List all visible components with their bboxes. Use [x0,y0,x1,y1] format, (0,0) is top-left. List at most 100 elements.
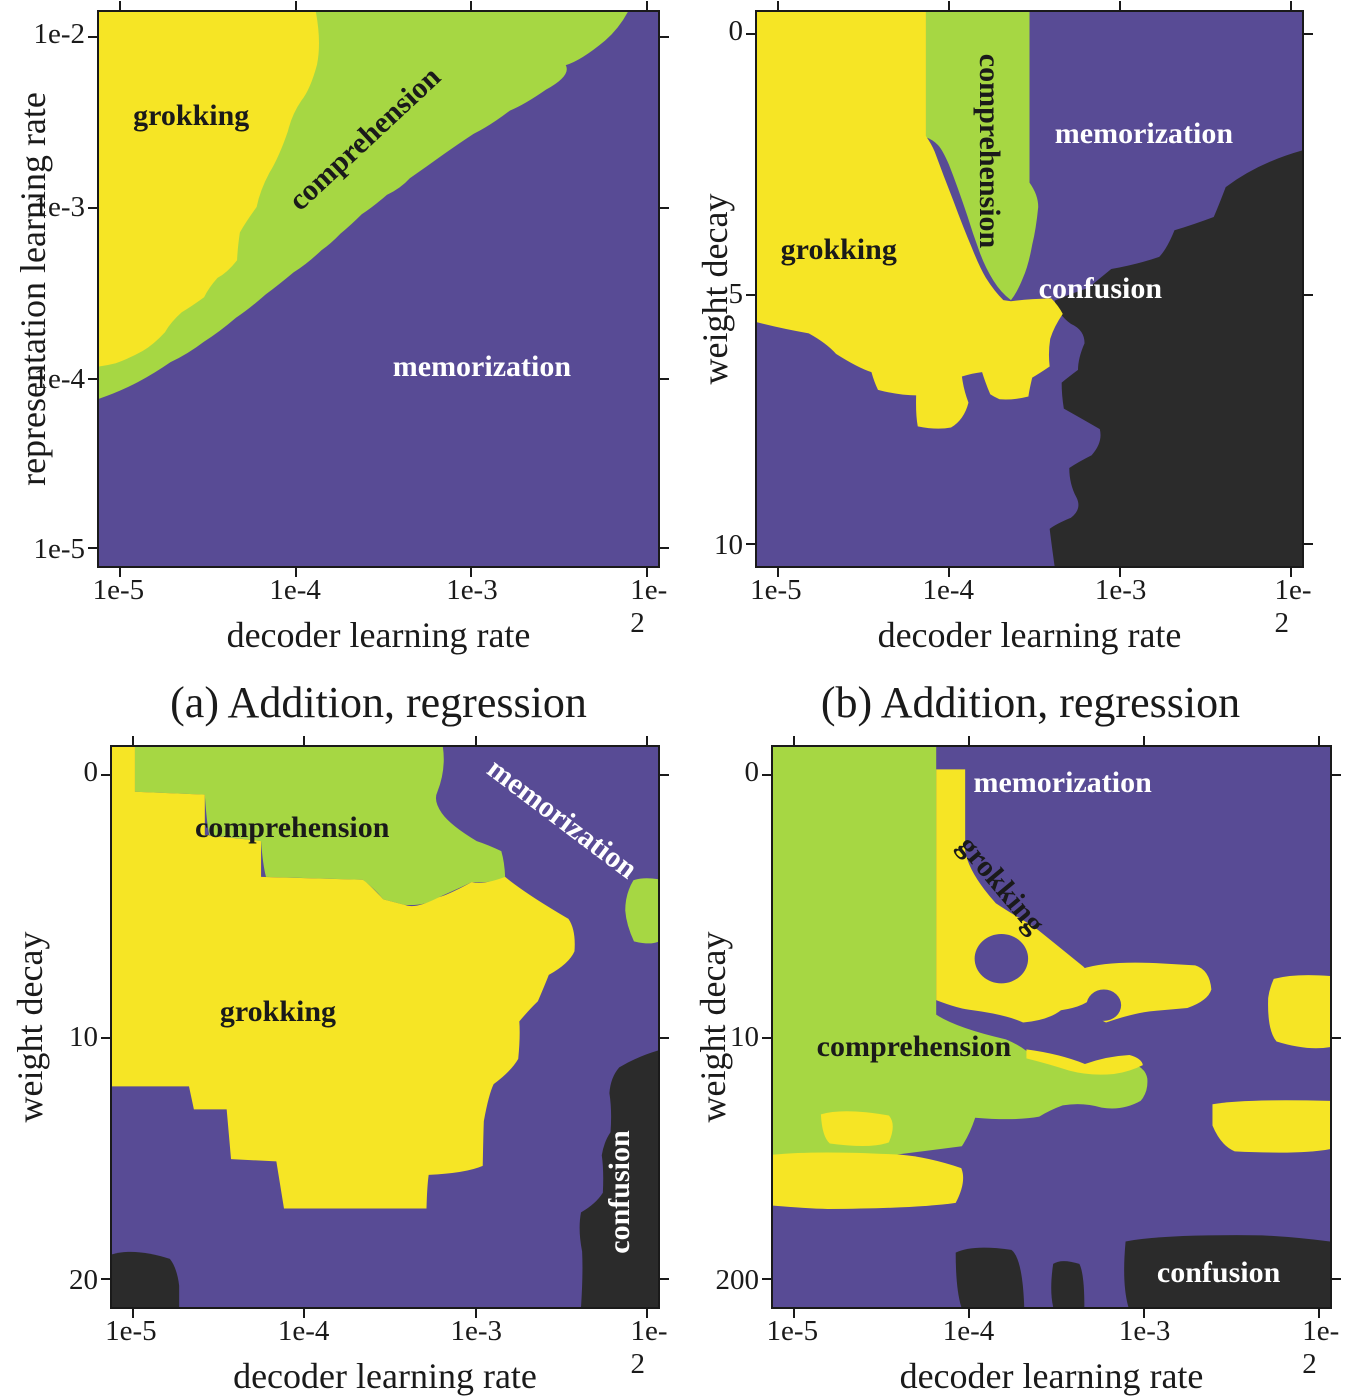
x-tick-mark [1142,1309,1145,1318]
x-tick-label: 1e-5 [105,1315,157,1347]
x-tick-label: 1e-5 [92,574,145,606]
x-tick-mark [776,1,779,10]
y-tick-mark [762,1037,771,1040]
x-tick-mark [968,736,971,745]
x-tick-mark [294,1,297,10]
x-tick-mark [646,736,649,745]
region-grokking-bottom-band [773,1152,964,1209]
y-tick-mark [1332,1278,1341,1280]
region-confusion-main [1124,1235,1330,1307]
plot-area-d: memorization grokking comprehension conf… [762,736,1341,1318]
y-tick-label: 10 [714,528,743,561]
phase-diagram-c [112,747,658,1307]
y-tick-mark [1304,542,1313,545]
x-tick-mark [645,1,648,10]
y-tick-mark [660,774,669,776]
x-tick-label: 1e-4 [277,1315,330,1347]
y-tick-mark [762,774,771,776]
region-grokking-right-blob [1268,975,1330,1049]
y-tick-mark [88,207,97,210]
y-tick-label: 0 [83,756,99,789]
x-tick-mark [1118,1,1121,10]
y-tick-mark [1332,774,1341,776]
y-tick-label: 1e-4 [33,362,85,395]
y-tick-mark [746,33,755,36]
x-tick-mark [776,568,779,577]
region-comprehension [134,747,506,906]
region-grokking-right-band [1212,1100,1330,1153]
region-grokking-left-bump [820,1111,893,1147]
x-tick-mark [1290,568,1293,577]
region-label-confusion: confusion [1156,1256,1281,1290]
region-comprehension-blob [625,878,658,944]
x-tick-mark [793,1309,796,1318]
region-label-comprehension: comprehension [972,53,1006,248]
x-tick-mark [294,568,297,577]
x-axis-tick-labels: 1e-5 1e-4 1e-3 1e-2 [767,1315,1340,1380]
y-tick-mark [746,542,755,545]
x-tick-mark [119,568,122,577]
y-tick-mark [746,293,755,296]
x-tick-mark [1290,1,1293,10]
x-tick-label: 1e-3 [1118,1315,1171,1347]
x-tick-label: 1e-3 [450,1315,503,1347]
x-tick-mark [470,1,473,10]
region-confusion-bottom-left [112,1251,180,1307]
panel-a: representation learning rate 1e-2 1e-3 1… [0,0,677,660]
region-grokking-lens [1026,1049,1143,1075]
x-tick-label: 1e-4 [922,574,974,606]
x-axis-label: decoder learning rate [226,615,531,655]
caption-a: (a) Addition, regression [170,678,587,727]
region-comprehension [773,747,1148,1189]
y-tick-mark [660,547,669,550]
panel-b: weight decay 0 5 10 comprehension memori… [677,0,1354,660]
panel-c: weight decay 0 10 20 comprehension memor… [0,736,677,1396]
y-tick-label: 1e-3 [33,190,85,223]
x-tick-mark [968,1309,971,1318]
x-tick-mark [1317,736,1320,745]
y-axis-tick-labels: 0 5 10 [677,10,743,568]
phase-diagram-d [773,747,1330,1307]
x-tick-label: 1e-5 [766,1315,819,1347]
y-tick-mark [660,1278,669,1280]
plot-area-a: grokking comprehension memorization [88,1,669,577]
x-tick-label: 1e-4 [269,574,321,606]
x-axis-label: decoder learning rate [899,1356,1204,1396]
region-label-comprehension: comprehension [816,1029,1012,1063]
region-grokking [112,747,575,1209]
x-axis-tick-labels: 1e-5 1e-4 1e-3 1e-2 [750,574,1311,639]
x-tick-label: 1e-5 [750,574,802,606]
y-tick-label: 1e-2 [33,17,85,50]
region-grokking [757,12,1063,429]
y-tick-mark [762,1278,771,1280]
y-tick-mark [1304,33,1313,36]
y-tick-label: 10 [69,1021,98,1054]
panel-d: weight decay 0 10 200 [677,736,1354,1396]
y-tick-label: 0 [744,756,760,789]
x-tick-mark [793,736,796,745]
y-tick-mark [88,547,97,550]
x-tick-mark [303,736,306,745]
region-confusion-blob-1 [955,1247,1025,1307]
region-memorization-hole-1 [974,934,1029,984]
plot-area-c: comprehension memorization grokking conf… [101,736,669,1318]
y-tick-label: 200 [715,1263,760,1296]
x-tick-mark [303,1309,306,1318]
region-label-grokking: grokking [133,99,250,133]
y-tick-mark [660,35,669,38]
region-confusion-blob-2 [1051,1261,1085,1307]
region-label-grokking: grokking [780,233,897,267]
y-tick-label: 10 [730,1021,759,1054]
region-comprehension [925,12,1039,301]
y-tick-label: 5 [728,277,744,310]
region-label-memorization: memorization [392,349,572,383]
y-tick-mark [1332,1037,1341,1040]
plot-area-b: comprehension memorization grokking conf… [746,1,1313,577]
x-tick-mark [470,568,473,577]
region-label-memorization: memorization [1054,116,1234,150]
x-tick-mark [1142,736,1145,745]
caption-b: (b) Addition, regression [820,678,1241,727]
x-axis-label: decoder learning rate [877,615,1182,655]
x-tick-label: 1e-4 [942,1315,995,1347]
x-tick-label: 1e-2 [1302,1315,1340,1380]
